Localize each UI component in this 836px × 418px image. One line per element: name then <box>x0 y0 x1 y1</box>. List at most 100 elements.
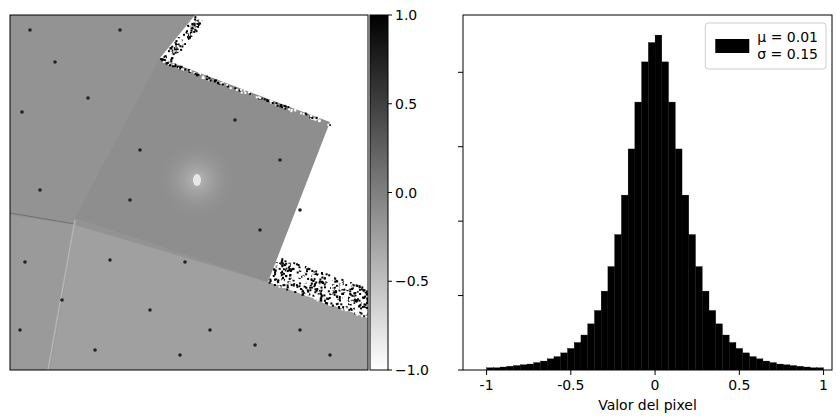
noise <box>332 277 334 279</box>
noise <box>290 270 292 272</box>
noise <box>294 110 296 112</box>
y-tick <box>458 370 463 371</box>
noise <box>320 290 322 292</box>
noise <box>275 269 277 271</box>
noise <box>352 285 354 287</box>
noise <box>302 290 304 292</box>
legend-frame <box>705 23 826 69</box>
noise <box>278 283 280 285</box>
noise <box>359 289 361 291</box>
noise <box>347 309 349 311</box>
point-source <box>233 118 237 122</box>
noise <box>365 314 367 316</box>
noise <box>287 106 289 108</box>
noise <box>337 300 339 302</box>
histogram-bar <box>655 35 662 370</box>
noise <box>194 16 196 18</box>
point-source <box>53 60 57 64</box>
histogram-bar <box>756 359 763 370</box>
noise <box>182 41 184 43</box>
noise <box>294 277 296 279</box>
histogram-bar <box>520 365 527 370</box>
x-tick <box>655 370 656 375</box>
noise <box>343 297 345 299</box>
noise <box>190 33 192 35</box>
noise <box>195 73 197 75</box>
noise <box>343 289 345 291</box>
histogram-bar <box>574 342 581 370</box>
noise <box>334 294 336 296</box>
noise <box>190 70 192 72</box>
noise <box>194 72 196 74</box>
noise <box>182 42 184 44</box>
noise <box>292 264 294 266</box>
noise <box>307 293 309 295</box>
noise <box>297 278 299 280</box>
point-source <box>20 110 24 114</box>
noise <box>281 106 283 108</box>
colorbar-tick-label: 0.5 <box>395 96 417 112</box>
noise <box>178 38 180 40</box>
histogram-bar <box>635 102 642 370</box>
noise <box>360 298 362 300</box>
noise <box>287 286 289 288</box>
histogram-bar <box>507 366 514 370</box>
noise <box>276 102 278 104</box>
noise <box>316 289 318 291</box>
noise <box>201 21 203 23</box>
legend-patch <box>715 39 749 53</box>
noise <box>349 289 351 291</box>
noise <box>332 305 334 307</box>
noise <box>288 272 290 274</box>
noise <box>190 22 192 24</box>
noise <box>303 273 305 275</box>
noise <box>283 264 285 266</box>
noise <box>340 306 342 308</box>
noise <box>352 297 354 299</box>
x-tick <box>570 370 571 375</box>
point-source <box>298 208 302 212</box>
noise <box>177 51 179 53</box>
histogram-bar <box>648 43 655 370</box>
noise <box>168 56 170 58</box>
noise <box>300 285 302 287</box>
noise <box>274 279 276 281</box>
noise <box>240 89 242 91</box>
noise <box>187 25 189 27</box>
noise <box>307 278 309 280</box>
noise <box>301 265 303 267</box>
noise <box>343 292 345 294</box>
noise <box>321 281 323 283</box>
histogram-bar <box>770 363 777 370</box>
noise <box>176 44 178 46</box>
noise <box>296 264 298 266</box>
noise <box>350 294 352 296</box>
noise <box>354 287 356 289</box>
noise <box>288 267 290 269</box>
noise <box>183 37 185 39</box>
noise <box>350 285 352 287</box>
point-source <box>18 328 22 332</box>
noise <box>273 275 275 277</box>
noise <box>312 275 314 277</box>
noise <box>354 313 356 315</box>
noise <box>170 60 172 62</box>
histogram-bar <box>541 361 548 370</box>
noise <box>331 302 333 304</box>
noise <box>276 276 278 278</box>
noise <box>359 302 361 304</box>
noise <box>342 306 344 308</box>
noise <box>326 291 328 293</box>
noise <box>319 281 321 283</box>
histogram-bar <box>696 267 703 370</box>
noise <box>276 263 278 265</box>
noise <box>338 287 340 289</box>
noise <box>269 100 271 102</box>
noise <box>330 284 332 286</box>
colorbar-tick <box>388 281 392 282</box>
noise <box>307 268 309 270</box>
noise <box>291 265 293 267</box>
noise <box>319 120 321 122</box>
noise <box>310 283 312 285</box>
noise <box>291 284 293 286</box>
